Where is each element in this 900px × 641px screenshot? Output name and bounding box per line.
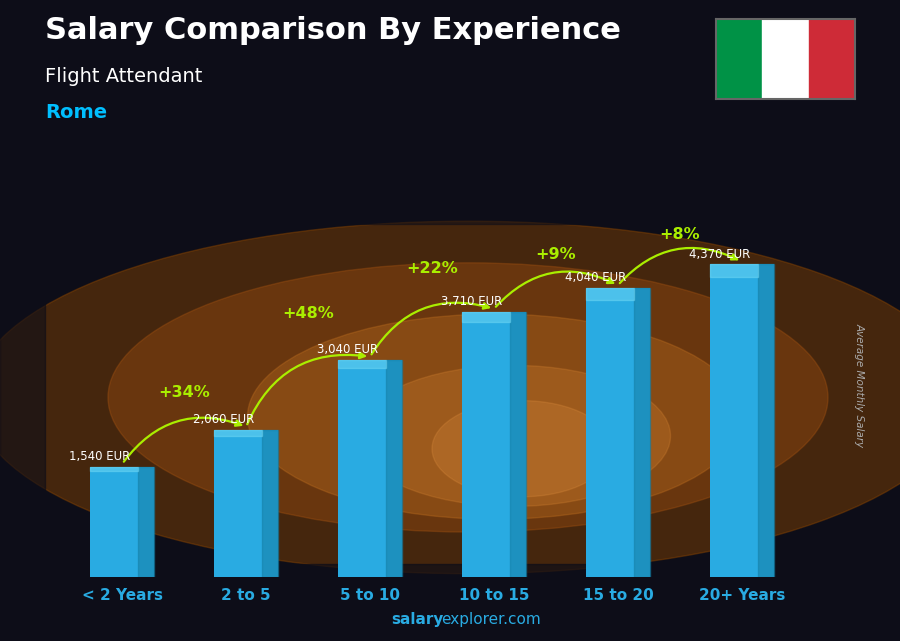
Text: Flight Attendant: Flight Attendant xyxy=(45,67,202,87)
Bar xyxy=(90,467,155,577)
Text: explorer.com: explorer.com xyxy=(441,612,541,627)
Bar xyxy=(634,288,650,577)
Text: 3,040 EUR: 3,040 EUR xyxy=(317,343,378,356)
Text: 2,060 EUR: 2,060 EUR xyxy=(194,413,255,426)
Bar xyxy=(338,360,386,368)
Bar xyxy=(709,265,774,577)
Ellipse shape xyxy=(108,263,828,532)
Bar xyxy=(214,429,262,435)
Bar xyxy=(0,0,900,224)
Bar xyxy=(262,429,278,577)
Bar xyxy=(762,19,808,99)
Bar xyxy=(510,312,526,577)
Text: +9%: +9% xyxy=(536,247,576,262)
Bar xyxy=(139,467,155,577)
Text: 1,540 EUR: 1,540 EUR xyxy=(69,450,130,463)
Bar xyxy=(716,19,762,99)
Text: Rome: Rome xyxy=(45,103,107,122)
Bar xyxy=(586,288,650,577)
Text: 3,710 EUR: 3,710 EUR xyxy=(441,295,502,308)
Text: Salary Comparison By Experience: Salary Comparison By Experience xyxy=(45,16,621,45)
Ellipse shape xyxy=(0,221,900,574)
Text: 4,040 EUR: 4,040 EUR xyxy=(565,271,626,284)
FancyArrowPatch shape xyxy=(620,248,737,283)
Ellipse shape xyxy=(248,314,742,519)
Bar xyxy=(386,360,402,577)
Text: salary: salary xyxy=(392,612,444,627)
FancyArrowPatch shape xyxy=(124,418,241,462)
Text: 4,370 EUR: 4,370 EUR xyxy=(688,247,751,260)
FancyArrowPatch shape xyxy=(496,272,613,307)
FancyArrowPatch shape xyxy=(372,303,489,354)
Text: +22%: +22% xyxy=(406,262,458,276)
Bar xyxy=(214,429,278,577)
Bar xyxy=(709,265,758,277)
FancyArrowPatch shape xyxy=(248,353,364,424)
Text: +48%: +48% xyxy=(283,306,334,321)
Bar xyxy=(758,265,774,577)
Text: +34%: +34% xyxy=(158,385,210,400)
Bar xyxy=(90,467,139,471)
Text: +8%: +8% xyxy=(660,227,700,242)
Bar xyxy=(462,312,526,577)
Bar xyxy=(586,288,634,299)
Bar xyxy=(0,0,45,641)
Bar xyxy=(462,312,510,322)
Bar xyxy=(808,19,855,99)
Ellipse shape xyxy=(432,401,612,497)
Bar xyxy=(338,360,402,577)
Bar xyxy=(0,564,900,641)
Text: Average Monthly Salary: Average Monthly Salary xyxy=(854,322,865,447)
Ellipse shape xyxy=(356,365,670,506)
